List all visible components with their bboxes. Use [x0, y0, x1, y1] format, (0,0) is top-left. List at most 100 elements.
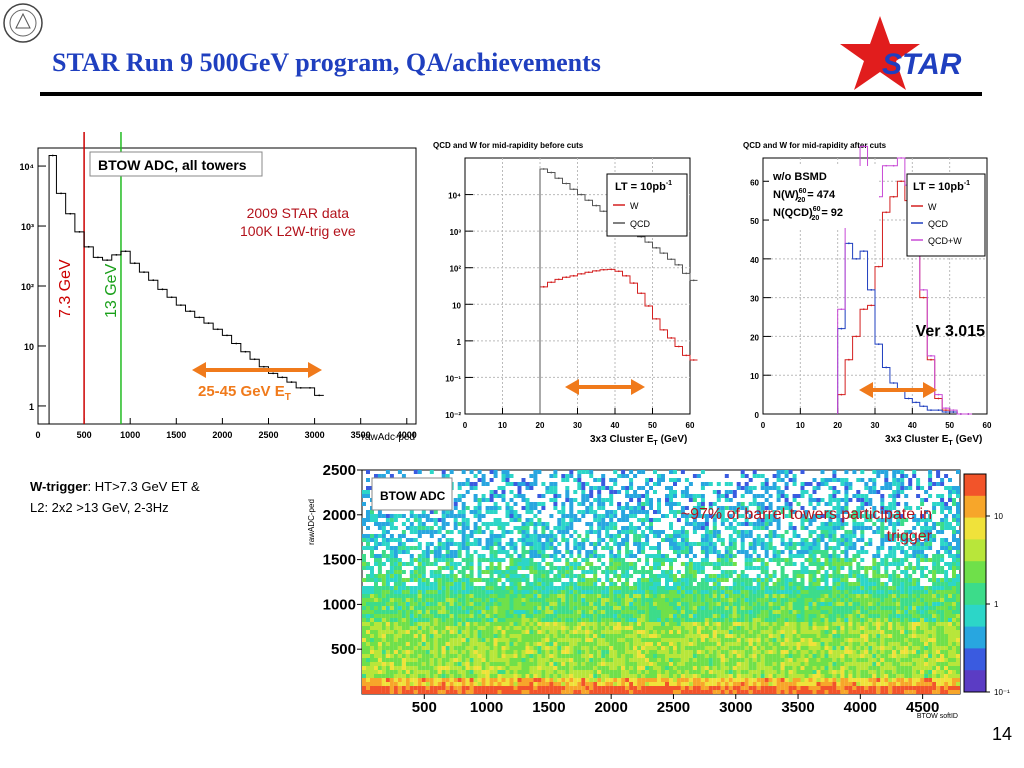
heatmap-cell [641, 598, 646, 602]
heatmap-cell [812, 622, 817, 626]
heatmap-cell [748, 602, 753, 606]
heatmap-cell [912, 534, 917, 538]
heatmap-cell [629, 566, 634, 570]
heatmap-cell [800, 542, 805, 546]
heatmap-cell [756, 602, 761, 606]
heatmap-cell [836, 562, 841, 566]
heatmap-cell [549, 566, 554, 570]
heatmap-cell [836, 638, 841, 642]
heatmap-cell [908, 598, 913, 602]
heatmap-cell [537, 590, 542, 594]
heatmap-cell [708, 574, 713, 578]
heatmap-cell [772, 514, 777, 518]
heatmap-cell [868, 542, 873, 546]
heatmap-cell [748, 630, 753, 634]
heatmap-cell [956, 514, 960, 518]
heatmap-cell [497, 594, 502, 598]
heatmap-cell [569, 594, 574, 598]
heatmap-cell [852, 626, 857, 630]
heatmap-cell [613, 582, 618, 586]
heatmap-cell [736, 534, 741, 538]
heatmap-cell [856, 490, 861, 494]
heatmap-cell [904, 590, 909, 594]
heatmap-cell [605, 626, 610, 630]
heatmap-cell [461, 566, 466, 570]
heatmap-cell [720, 578, 725, 582]
heatmap-cell [904, 574, 909, 578]
heatmap-cell [768, 578, 773, 582]
heatmap-cell [812, 590, 817, 594]
heatmap-cell [796, 594, 801, 598]
heatmap-cell [892, 578, 897, 582]
heatmap-cell [441, 582, 446, 586]
heatmap-cell [892, 538, 897, 542]
heatmap-cell [764, 522, 769, 526]
heatmap-cell [553, 502, 558, 506]
heatmap-cell [613, 622, 618, 626]
heatmap-cell [908, 582, 913, 586]
heatmap-cell [617, 618, 622, 622]
heatmap-cell [529, 486, 534, 490]
heatmap-cell [804, 482, 809, 486]
heatmap-cell [397, 558, 402, 562]
heatmap-cell [545, 634, 550, 638]
heatmap-cell [509, 634, 514, 638]
heatmap-cell [792, 638, 797, 642]
heatmap-cell [665, 598, 669, 602]
heatmap-cell [948, 542, 952, 546]
heatmap-cell [836, 522, 841, 526]
heatmap-cell [377, 590, 382, 594]
heatmap-cell [609, 550, 614, 554]
heatmap-cell [776, 610, 781, 614]
heatmap-cell [876, 518, 881, 522]
heatmap-cell [497, 638, 502, 642]
heatmap-cell [401, 570, 406, 574]
heatmap-cell [549, 498, 554, 502]
heatmap-cell [617, 602, 622, 606]
heatmap-cell [700, 506, 705, 510]
heatmap-cell [669, 626, 673, 630]
heatmap-cell [760, 590, 765, 594]
heatmap-cell [844, 574, 849, 578]
heatmap-cell [441, 542, 446, 546]
heatmap-cell [752, 610, 757, 614]
heatmap-cell [712, 546, 717, 550]
heatmap-cell [868, 634, 873, 638]
heatmap-cell [780, 494, 785, 498]
heatmap-cell [441, 618, 446, 622]
heatmap-cell [657, 630, 661, 634]
heatmap-cell [621, 606, 626, 610]
heatmap-cell [461, 594, 466, 598]
heatmap-cell [537, 502, 542, 506]
heatmap-cell [896, 518, 901, 522]
heatmap-cell [676, 610, 681, 614]
heatmap-cell [832, 630, 837, 634]
heatmap-cell [397, 578, 402, 582]
heatmap-cell [756, 518, 761, 522]
heatmap-cell [872, 482, 877, 486]
heatmap-cell [744, 534, 749, 538]
heatmap-cell [589, 590, 594, 594]
heatmap-cell [401, 638, 406, 642]
heatmap-cell [569, 614, 574, 618]
heatmap-cell [800, 638, 805, 642]
heatmap-cell [780, 598, 785, 602]
heatmap-cell [788, 622, 793, 626]
heatmap-cell [517, 514, 522, 518]
heatmap-cell [924, 586, 929, 590]
heatmap-cell [669, 494, 673, 498]
heatmap-cell [760, 598, 765, 602]
heatmap-cell [940, 614, 945, 618]
heatmap-cell [585, 510, 590, 514]
heatmap-cell [437, 610, 442, 614]
heatmap-cell [828, 494, 833, 498]
heatmap-cell [609, 626, 614, 630]
heatmap-cell [936, 530, 941, 534]
heatmap-cell [565, 598, 570, 602]
heatmap-cell [912, 470, 917, 474]
heatmap-cell [880, 602, 885, 606]
heatmap-cell [673, 482, 677, 486]
heatmap-cell [657, 598, 661, 602]
heatmap-cell [740, 546, 745, 550]
heatmap-cell [940, 542, 945, 546]
